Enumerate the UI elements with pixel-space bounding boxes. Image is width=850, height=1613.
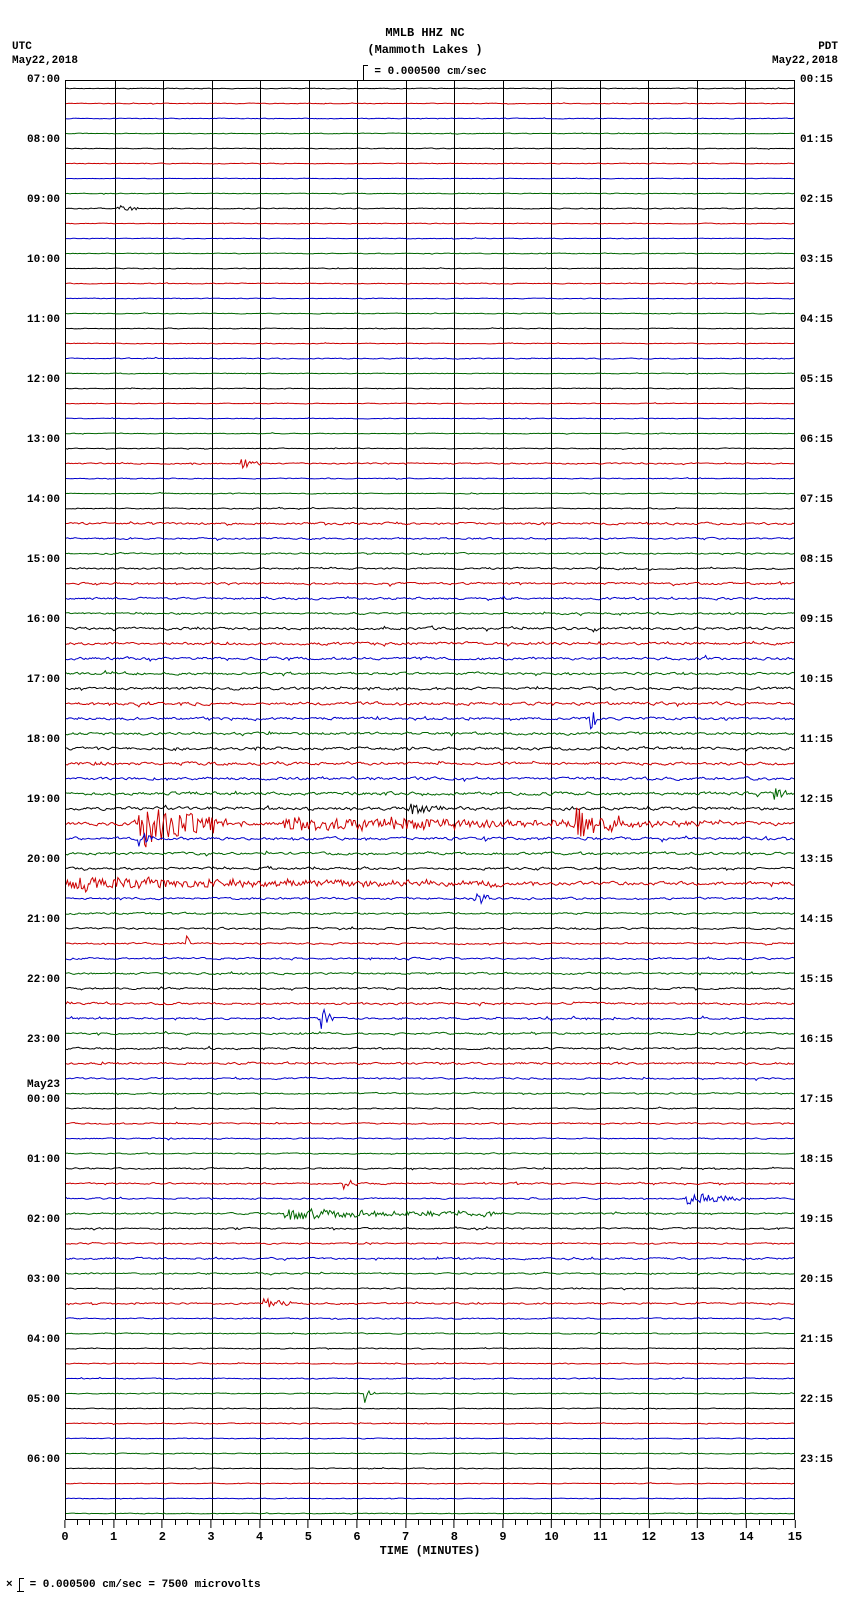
left-hour-label: 12:00 [27, 374, 60, 386]
right-hour-label: 01:15 [800, 134, 833, 146]
right-hour-label: 20:15 [800, 1274, 833, 1286]
left-hour-label: 22:00 [27, 974, 60, 986]
x-tick: 12 [642, 1520, 656, 1544]
x-tick: 1 [110, 1520, 117, 1544]
left-hour-label: 05:00 [27, 1394, 60, 1406]
right-hour-label: 05:15 [800, 374, 833, 386]
tz-right-date: May22,2018 [772, 54, 838, 68]
x-tick: 6 [353, 1520, 360, 1544]
tz-left: UTC May22,2018 [12, 40, 78, 69]
footer-lead: × [6, 1579, 13, 1591]
right-hour-label: 12:15 [800, 794, 833, 806]
right-hour-label: 13:15 [800, 854, 833, 866]
traces [66, 81, 794, 1519]
left-hour-label: 07:00 [27, 74, 60, 86]
right-hour-label: 07:15 [800, 494, 833, 506]
left-hour-label: 18:00 [27, 734, 60, 746]
x-tick: 5 [305, 1520, 312, 1544]
station-code: MMLB HHZ NC [0, 25, 850, 42]
right-hour-label: 14:15 [800, 914, 833, 926]
left-hour-label: 10:00 [27, 254, 60, 266]
left-hour-label: 19:00 [27, 794, 60, 806]
left-hour-label: 14:00 [27, 494, 60, 506]
right-hour-label: 11:15 [800, 734, 833, 746]
scale-bar-icon [363, 65, 368, 81]
left-day-label: May23 [27, 1079, 60, 1091]
left-hour-label: 21:00 [27, 914, 60, 926]
title-block: MMLB HHZ NC (Mammoth Lakes ) = 0.000500 … [0, 25, 850, 81]
right-hour-label: 03:15 [800, 254, 833, 266]
x-tick: 8 [451, 1520, 458, 1544]
x-tick: 13 [690, 1520, 704, 1544]
left-hour-label: 11:00 [27, 314, 60, 326]
left-hour-label: 13:00 [27, 434, 60, 446]
left-hour-label: 16:00 [27, 614, 60, 626]
x-tick: 15 [788, 1520, 802, 1544]
x-tick: 7 [402, 1520, 409, 1544]
tz-left-date: May22,2018 [12, 54, 78, 68]
right-hour-label: 22:15 [800, 1394, 833, 1406]
left-time-axis: 07:00 08:00 09:00 10:00 11:00 12:00 13:00 14:00… [10, 74, 62, 1514]
x-tick: 11 [593, 1520, 607, 1544]
left-hour-label: 20:00 [27, 854, 60, 866]
x-axis: 0123456789101112131415 TIME (MINUTES) [65, 1520, 795, 1560]
station-location: (Mammoth Lakes ) [0, 42, 850, 59]
right-hour-label: 10:15 [800, 674, 833, 686]
trace-row [66, 1506, 794, 1519]
right-hour-label: 23:15 [800, 1454, 833, 1466]
right-hour-label: 16:15 [800, 1034, 833, 1046]
tz-right-name: PDT [772, 40, 838, 54]
x-tick: 0 [61, 1520, 68, 1544]
scale-indicator: = 0.000500 cm/sec [0, 65, 850, 81]
right-hour-label: 08:15 [800, 554, 833, 566]
right-hour-label: 04:15 [800, 314, 833, 326]
right-hour-label: 19:15 [800, 1214, 833, 1226]
right-hour-label: 09:15 [800, 614, 833, 626]
left-hour-label: 01:00 [27, 1154, 60, 1166]
tz-right: PDT May22,2018 [772, 40, 838, 69]
left-hour-label: 17:00 [27, 674, 60, 686]
left-hour-label: 02:00 [27, 1214, 60, 1226]
footer-scale-text: = 0.000500 cm/sec = 7500 microvolts [30, 1579, 261, 1591]
right-hour-label: 00:15 [800, 74, 833, 86]
x-tick: 10 [544, 1520, 558, 1544]
right-hour-label: 06:15 [800, 434, 833, 446]
scale-value: = 0.000500 cm/sec [374, 65, 486, 80]
helicorder-plot [65, 80, 795, 1520]
x-minor-ticks [65, 1520, 795, 1525]
tz-left-name: UTC [12, 40, 78, 54]
right-time-axis: 00:15 01:15 02:15 03:15 04:15 05:15 06:15 07:15… [798, 74, 840, 1514]
header: UTC May22,2018 MMLB HHZ NC (Mammoth Lake… [0, 0, 850, 80]
footer: × = 0.000500 cm/sec = 7500 microvolts [0, 1578, 850, 1592]
x-tick: 2 [159, 1520, 166, 1544]
x-axis-label: TIME (MINUTES) [380, 1544, 481, 1558]
right-hour-label: 21:15 [800, 1334, 833, 1346]
left-hour-label: 15:00 [27, 554, 60, 566]
x-tick: 14 [739, 1520, 753, 1544]
right-hour-label: 17:15 [800, 1094, 833, 1106]
left-hour-label: 09:00 [27, 194, 60, 206]
left-hour-label: 08:00 [27, 134, 60, 146]
right-hour-label: 02:15 [800, 194, 833, 206]
x-tick: 3 [207, 1520, 214, 1544]
left-hour-label: 23:00 [27, 1034, 60, 1046]
left-hour-label: 00:00 [27, 1094, 60, 1106]
left-hour-label: 04:00 [27, 1334, 60, 1346]
x-tick: 9 [499, 1520, 506, 1544]
x-tick: 4 [256, 1520, 263, 1544]
left-hour-label: 03:00 [27, 1274, 60, 1286]
plot: 07:0008:0009:0010:0011:0012:0013:0014:00… [10, 80, 840, 1560]
left-hour-label: 06:00 [27, 1454, 60, 1466]
right-hour-label: 15:15 [800, 974, 833, 986]
right-hour-label: 18:15 [800, 1154, 833, 1166]
scale-bar-icon [19, 1578, 24, 1592]
